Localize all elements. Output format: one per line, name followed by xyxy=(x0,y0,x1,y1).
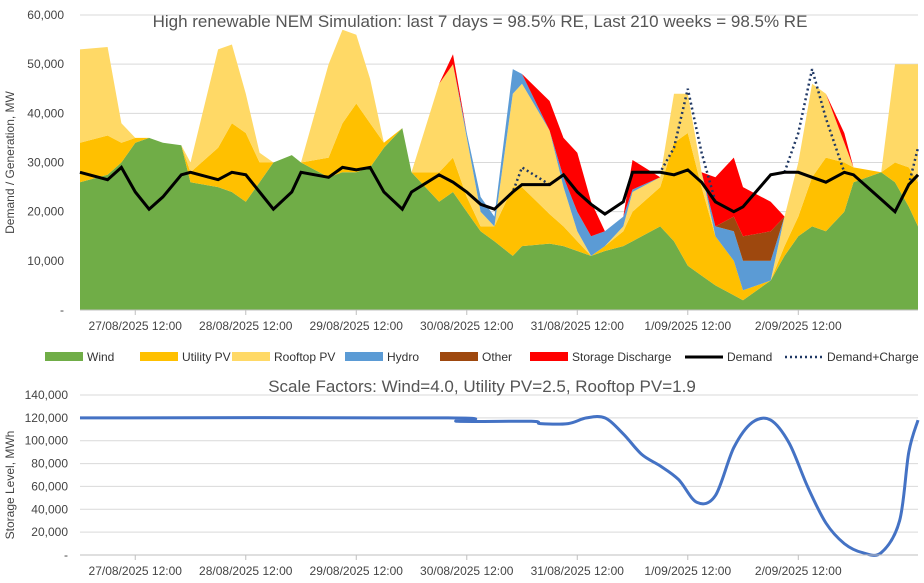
top-y-tick-label: 30,000 xyxy=(27,156,64,170)
legend-swatch-rooftop-pv xyxy=(232,352,270,361)
top-x-tick-label: 30/08/2025 12:00 xyxy=(420,319,514,333)
legend-label: Demand+Charge xyxy=(827,350,919,364)
legend-label: Storage Discharge xyxy=(572,350,672,364)
bottom-y-tick-label: - xyxy=(64,548,68,562)
bottom-chart-title: Scale Factors: Wind=4.0, Utility PV=2.5,… xyxy=(268,377,696,396)
legend-swatch-wind xyxy=(45,352,83,361)
bottom-y-tick-label: 40,000 xyxy=(31,502,68,516)
top-stacked-areas xyxy=(80,29,918,310)
top-x-tick-label: 31/08/2025 12:00 xyxy=(531,319,625,333)
bottom-x-tick-label: 27/08/2025 12:00 xyxy=(89,564,183,578)
line-demand xyxy=(79,165,920,216)
top-y-tick-label: 60,000 xyxy=(27,8,64,22)
bottom-x-tick-label: 29/08/2025 12:00 xyxy=(310,564,404,578)
top-lines xyxy=(79,68,920,216)
legend-label: Utility PV xyxy=(182,350,231,364)
legend-swatch-utility-pv xyxy=(140,352,178,361)
top-x-tick-label: 1/09/2025 12:00 xyxy=(644,319,731,333)
bottom-x-tick-label: 1/09/2025 12:00 xyxy=(644,564,731,578)
area-storage xyxy=(80,29,918,237)
bottom-y-tick-label: 120,000 xyxy=(25,411,69,425)
legend-label: Hydro xyxy=(387,350,419,364)
top-axes: - 10,000 20,000 30,000 40,000 50,000 60,000 27/… xyxy=(27,8,918,333)
top-y-tick-label: 20,000 xyxy=(27,205,64,219)
top-y-tick-label: 10,000 xyxy=(27,254,64,268)
bottom-axes: - 20,000 40,000 60,000 80,000 100,000 120,000 1… xyxy=(25,388,918,578)
area-wind xyxy=(80,128,918,310)
bottom-lines xyxy=(79,414,920,557)
top-y-tick-label: 40,000 xyxy=(27,106,64,120)
bottom-y-tick-label: 60,000 xyxy=(31,479,68,493)
bottom-gridlines xyxy=(80,394,918,556)
legend-label: Demand xyxy=(727,350,772,364)
bottom-y-tick-label: 100,000 xyxy=(25,434,69,448)
line-storage-level xyxy=(79,414,920,557)
top-y-tick-label: - xyxy=(60,303,64,317)
top-x-tick-label: 27/08/2025 12:00 xyxy=(89,319,183,333)
legend-label: Other xyxy=(482,350,512,364)
top-chart-title: High renewable NEM Simulation: last 7 da… xyxy=(153,12,808,31)
top-x-tick-label: 29/08/2025 12:00 xyxy=(310,319,404,333)
area-utility-pv xyxy=(80,103,918,301)
legend-label: Wind xyxy=(87,350,114,364)
top-y-tick-label: 50,000 xyxy=(27,57,64,71)
bottom-y-tick-label: 80,000 xyxy=(31,457,68,471)
bottom-y-tick-label: 20,000 xyxy=(31,525,68,539)
legend-swatch-other xyxy=(440,352,478,361)
legend-swatch-hydro xyxy=(345,352,383,361)
legend-label: Rooftop PV xyxy=(274,350,335,364)
legend: Wind Utility PV Rooftop PV Hydro Other Storag… xyxy=(45,350,919,364)
bottom-x-tick-label: 31/08/2025 12:00 xyxy=(531,564,625,578)
bottom-y-tick-label: 140,000 xyxy=(25,388,69,402)
top-x-tick-label: 28/08/2025 12:00 xyxy=(199,319,293,333)
bottom-x-tick-label: 2/09/2025 12:00 xyxy=(755,564,842,578)
legend-swatch-storage xyxy=(530,352,568,361)
bottom-x-tick-label: 28/08/2025 12:00 xyxy=(199,564,293,578)
top-x-tick-label: 2/09/2025 12:00 xyxy=(755,319,842,333)
bottom-x-tick-label: 30/08/2025 12:00 xyxy=(420,564,514,578)
bottom-y-axis-label: Storage Level, MWh xyxy=(3,431,17,540)
top-y-axis-label: Demand / Generation, MW xyxy=(3,90,17,233)
